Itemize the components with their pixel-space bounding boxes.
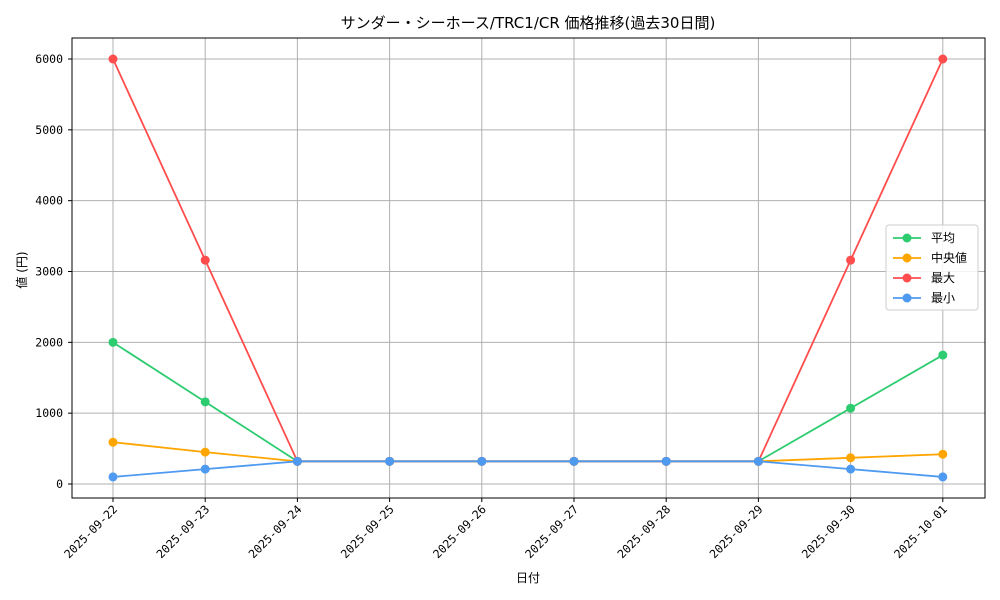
data-point-marker	[108, 54, 118, 64]
data-point-marker	[200, 464, 210, 474]
y-tick-label: 4000	[35, 194, 63, 208]
y-tick-label: 3000	[35, 265, 63, 279]
data-point-marker	[846, 403, 856, 413]
data-point-marker	[753, 456, 763, 466]
legend-item: 最大	[893, 271, 955, 285]
series-line	[112, 341, 944, 463]
data-point-marker	[200, 397, 210, 407]
data-point-marker	[661, 456, 671, 466]
y-axis-label: 値 (円)	[14, 251, 29, 288]
x-tick-label: 2025-10-01	[891, 502, 950, 561]
legend-marker-icon	[902, 293, 912, 303]
x-tick-label: 2025-09-26	[430, 502, 489, 561]
series-2	[108, 54, 948, 466]
data-point-marker	[569, 456, 579, 466]
legend-label: 最大	[931, 271, 955, 285]
y-tick-label: 5000	[35, 123, 63, 137]
data-point-marker	[846, 453, 856, 463]
y-axis-ticks: 0 1000 2000 3000 4000 5000 6000	[35, 52, 72, 491]
data-point-marker	[938, 449, 948, 459]
x-tick-label: 2025-09-30	[799, 502, 858, 561]
data-point-marker	[108, 437, 118, 447]
legend-marker-icon	[902, 233, 912, 243]
series-0	[108, 337, 948, 466]
x-tick-label: 2025-09-24	[246, 502, 305, 561]
x-tick-label: 2025-09-23	[153, 502, 212, 561]
series-3	[108, 456, 948, 482]
data-point-marker	[108, 472, 118, 482]
data-point-marker	[846, 255, 856, 265]
x-tick-label: 2025-09-28	[614, 502, 673, 561]
data-point-marker	[385, 456, 395, 466]
data-point-marker	[200, 447, 210, 457]
y-tick-label: 0	[56, 477, 63, 491]
data-series	[108, 54, 948, 482]
legend-marker-icon	[902, 273, 912, 283]
data-point-marker	[846, 464, 856, 474]
series-line	[112, 58, 944, 463]
data-point-marker	[200, 255, 210, 265]
data-point-marker	[938, 350, 948, 360]
legend-label: 中央値	[931, 250, 967, 265]
y-tick-label: 6000	[35, 52, 63, 66]
chart-title: サンダー・シーホース/TRC1/CR 価格推移(過去30日間)	[341, 14, 716, 32]
legend-item: 中央値	[893, 250, 967, 265]
series-line	[112, 460, 943, 478]
x-axis-ticks: 2025-09-22 2025-09-23 2025-09-24 2025-09-25…	[61, 498, 950, 561]
x-tick-label: 2025-09-25	[338, 502, 397, 561]
data-point-marker	[938, 54, 948, 64]
series-line	[112, 441, 943, 463]
data-point-marker	[477, 456, 487, 466]
legend-label: 最小	[931, 291, 955, 305]
legend-marker-icon	[902, 253, 912, 263]
legend-item: 平均	[893, 231, 955, 245]
grid-lines	[72, 38, 985, 498]
data-point-marker	[938, 472, 948, 482]
legend-label: 平均	[931, 231, 955, 245]
y-tick-label: 1000	[35, 406, 63, 420]
x-tick-label: 2025-09-29	[707, 502, 766, 561]
y-tick-label: 2000	[35, 335, 63, 349]
plot-area-frame	[71, 37, 986, 499]
x-tick-label: 2025-09-27	[522, 502, 581, 561]
x-axis-label: 日付	[516, 571, 540, 585]
data-point-marker	[108, 337, 118, 347]
legend-item: 最小	[893, 291, 955, 305]
legend-frame	[885, 224, 979, 311]
data-point-marker	[292, 456, 302, 466]
x-tick-label: 2025-09-22	[61, 502, 120, 561]
